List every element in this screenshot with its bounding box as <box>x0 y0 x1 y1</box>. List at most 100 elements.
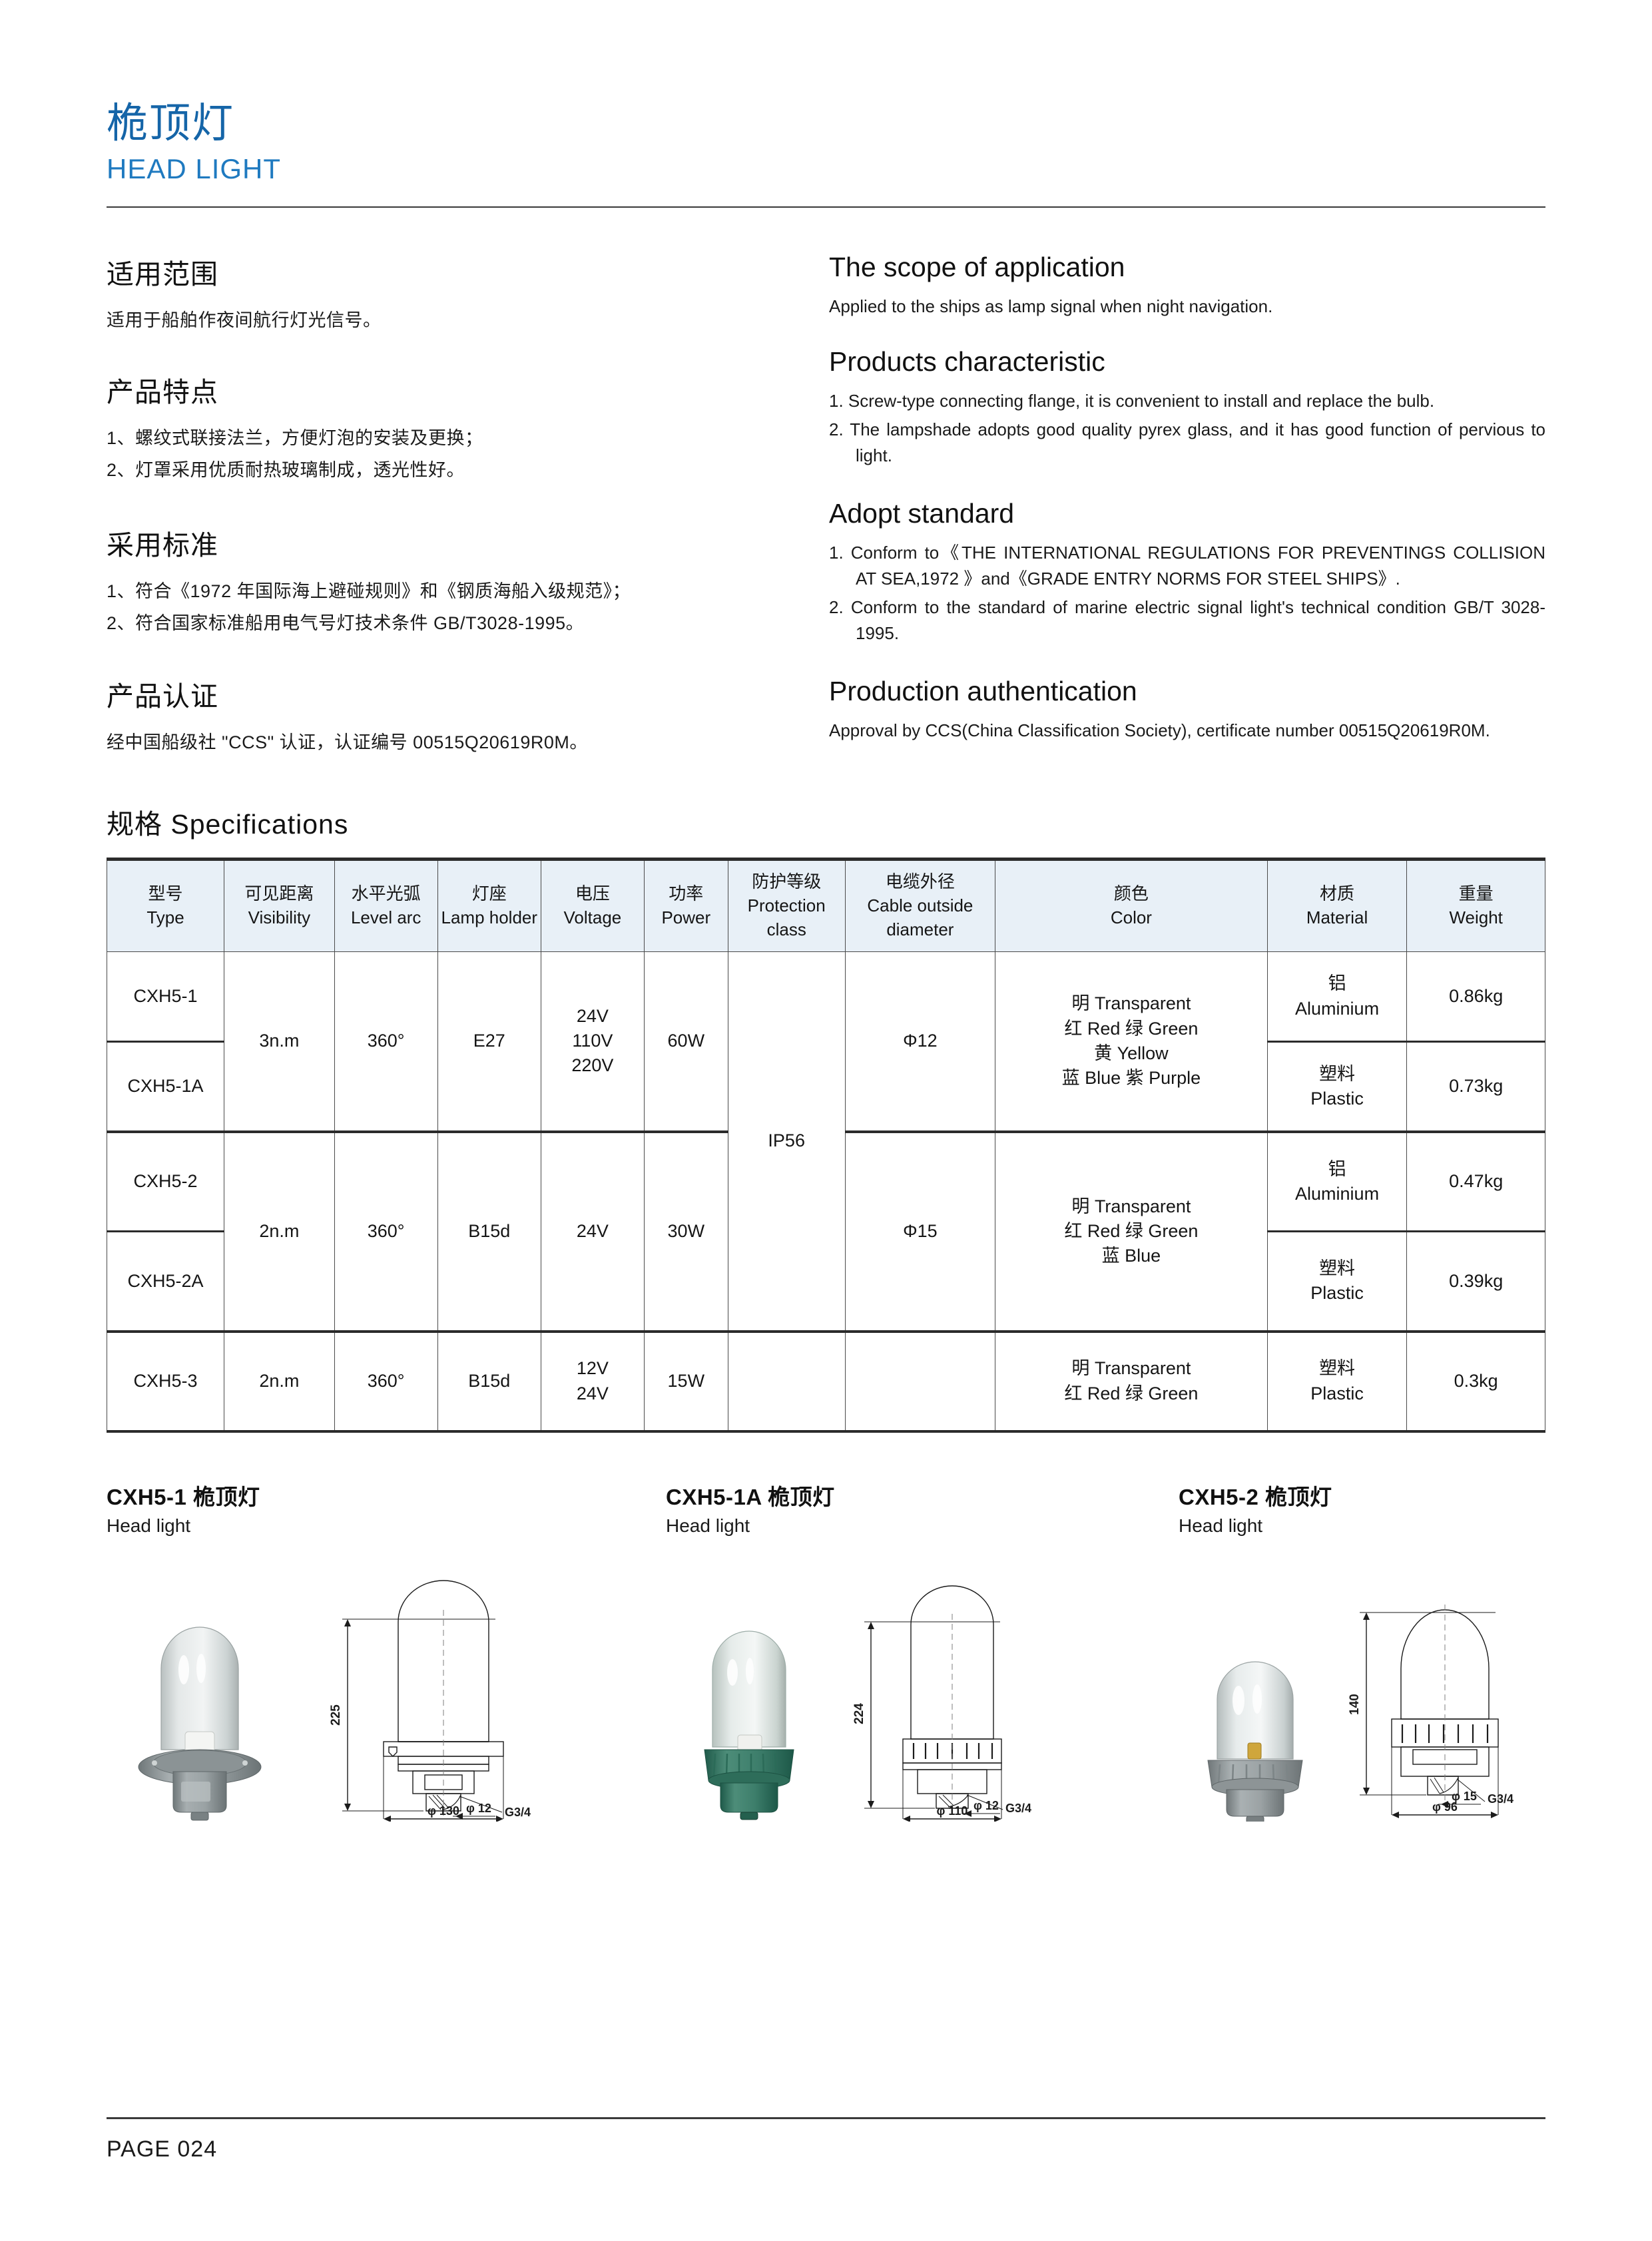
list-item: 2、灯罩采用优质耐热玻璃制成，透光性好。 <box>107 460 465 481</box>
col-header-cable-diameter: 电缆外径 Cable outside diameter <box>844 858 996 953</box>
heading-characteristic-en: Products characteristic <box>829 346 1105 377</box>
english-column: The scope of application Applied to the … <box>829 252 1545 758</box>
chinese-column: 适用范围 适用于船舶作夜间航行灯光信号。 产品特点 1、螺纹式联接法兰，方便灯泡… <box>107 252 829 758</box>
col-header-cn: 电压 <box>575 883 610 904</box>
product-gallery: CXH5-1 桅顶灯 Head light <box>107 1479 1545 1822</box>
dimension-height: 225 <box>329 1704 343 1725</box>
product-drawing-cxh5-2: 140 φ 15 G3/4 φ 96 <box>1337 1575 1537 1822</box>
col-header-en: Protection class <box>747 895 826 940</box>
col-header-voltage: 电压 Voltage <box>540 858 645 953</box>
col-header-visibility: 可见距离 Visibility <box>224 858 335 953</box>
list-item: 2. The lampshade adopts good quality pyr… <box>829 419 1545 466</box>
col-header-cn: 型号 <box>148 883 183 904</box>
product-cxh5-1: CXH5-1 桅顶灯 Head light <box>107 1479 613 1822</box>
dimension-thread: G3/4 <box>1005 1802 1031 1815</box>
cell-protection-class: IP56 <box>727 951 846 1332</box>
col-header-en: Visibility <box>248 907 311 928</box>
col-header-cn: 颜色 <box>1113 883 1149 904</box>
cell-level-arc: 360° <box>334 1330 438 1433</box>
col-header-cn: 可见距离 <box>244 883 314 904</box>
product-photo-cxh5-1a <box>666 1609 832 1822</box>
text-scope-en: Applied to the ships as lamp signal when… <box>829 296 1273 316</box>
page-number: PAGE 024 <box>107 2136 218 2162</box>
product-body: 225 φ 12 G3/4 φ 130 <box>107 1555 613 1822</box>
dimension-thread: G3/4 <box>505 1806 531 1819</box>
table-row: CXH5-2A 塑料 Plastic 0.39kg <box>106 1230 1545 1332</box>
list-characteristic-en: 1. Screw-type connecting flange, it is c… <box>829 388 1545 469</box>
dimension-height: 224 <box>852 1702 866 1724</box>
cell-type: CXH5-1A <box>106 1041 225 1132</box>
list-characteristic-cn: 1、螺纹式联接法兰，方便灯泡的安装及更换； 2、灯罩采用优质耐热玻璃制成，透光性… <box>107 424 802 485</box>
product-body: 224 φ 12 G3/4 φ 110 <box>613 1555 1072 1822</box>
cell-lamp-holder: B15d <box>437 1130 541 1332</box>
cell-type: CXH5-2A <box>106 1230 225 1332</box>
dimension-base: φ 130 <box>427 1804 459 1818</box>
col-header-en: Type <box>146 907 184 928</box>
col-header-en: Power <box>661 907 711 928</box>
cell-color: 明 Transparent 红 Red 绿 Green 蓝 Blue <box>995 1130 1268 1332</box>
cell-power: 60W <box>643 951 728 1132</box>
col-header-power: 功率 Power <box>643 858 728 953</box>
list-standard-en: 1. Conform to《THE INTERNATIONAL REGULATI… <box>829 540 1545 646</box>
dimension-height: 140 <box>1348 1694 1362 1715</box>
spacer <box>829 471 1545 498</box>
specifications-heading: 规格 Specifications <box>107 809 349 840</box>
col-header-en: Level arc <box>350 907 421 928</box>
list-item: 2、符合国家标准船用电气号灯技术条件 GB/T3028-1995。 <box>107 613 585 633</box>
cell-material: 铝 Aluminium <box>1266 1130 1408 1232</box>
col-header-en: Voltage <box>563 907 622 928</box>
text-authentication-en: Approval by CCS(China Classification Soc… <box>829 720 1490 741</box>
col-header-cn: 材质 <box>1320 883 1355 904</box>
heading-scope-cn: 适用范围 <box>107 258 218 290</box>
cell-type: CXH5-1 <box>106 951 225 1043</box>
page-title-cn: 桅顶灯 <box>107 101 235 146</box>
dimension-base: φ 110 <box>937 1804 968 1818</box>
product-name: CXH5-2 桅顶灯 <box>1179 1484 1332 1509</box>
product-photo-cxh5-2 <box>1179 1628 1332 1822</box>
product-name: CXH5-1 桅顶灯 <box>107 1484 260 1509</box>
cell-weight: 0.73kg <box>1406 1041 1545 1132</box>
cell-weight: 0.3kg <box>1406 1330 1545 1433</box>
col-header-en: Color <box>1110 907 1152 928</box>
dimension-thread: G3/4 <box>1488 1792 1514 1806</box>
product-cxh5-1a: CXH5-1A 桅顶灯 Head light <box>613 1479 1072 1822</box>
dimension-cable: φ 12 <box>973 1799 999 1812</box>
cell-voltage: 12V 24V <box>540 1330 645 1433</box>
product-cxh5-2: CXH5-2 桅顶灯 Head light <box>1072 1479 1545 1822</box>
cell-color: 明 Transparent 红 Red 绿 Green 黄 Yellow 蓝 Blue… <box>995 951 1268 1132</box>
table-row: CXH5-2 2n.m 360° B15d 24V 30W Φ15 明 Tran… <box>106 1130 1545 1332</box>
product-heading: CXH5-1 桅顶灯 Head light <box>107 1479 613 1537</box>
dimension-cable: φ 15 <box>1452 1790 1477 1803</box>
product-drawing-cxh5-1: 225 φ 12 G3/4 φ 130 <box>298 1575 578 1822</box>
spacer <box>107 640 802 674</box>
dimension-cable: φ 12 <box>466 1802 491 1815</box>
col-header-en: Cable outside diameter <box>867 895 973 940</box>
cell-cable-diameter: Φ12 <box>844 951 996 1132</box>
heading-characteristic-cn: 产品特点 <box>107 377 218 408</box>
list-item: 1、符合《1972 年国际海上避碰规则》和《钢质海船入级规范》； <box>107 581 631 601</box>
col-header-material: 材质 Material <box>1266 858 1408 953</box>
cell-power: 15W <box>643 1330 728 1433</box>
cell-material: 塑料 Plastic <box>1266 1230 1408 1332</box>
cell-type: CXH5-3 <box>106 1330 225 1433</box>
header-divider <box>107 206 1545 208</box>
cell-visibility: 2n.m <box>224 1330 335 1433</box>
col-header-cn: 灯座 <box>471 883 507 904</box>
text-scope-cn: 适用于船舶作夜间航行灯光信号。 <box>107 310 382 330</box>
cell-material: 塑料 Plastic <box>1266 1330 1408 1433</box>
product-heading: CXH5-1A 桅顶灯 Head light <box>613 1479 1072 1537</box>
list-item: 2. Conform to the standard of marine ele… <box>829 597 1545 644</box>
cell-cable-diameter: Φ15 <box>844 1130 996 1332</box>
heading-authentication-en: Production authentication <box>829 676 1137 707</box>
table-row: CXH5-3 2n.m 360° B15d 12V 24V 15W 明 Trans… <box>106 1330 1545 1433</box>
cell-level-arc: 360° <box>334 951 438 1132</box>
page-footer: PAGE 024 <box>107 2117 1545 2162</box>
heading-standard-cn: 采用标准 <box>107 529 218 561</box>
heading-authentication-cn: 产品认证 <box>107 681 218 712</box>
table-row: CXH5-1A 塑料 Plastic 0.73kg <box>106 1041 1545 1132</box>
cell-voltage: 24V 110V 220V <box>540 951 645 1132</box>
product-name: CXH5-1A 桅顶灯 <box>666 1484 835 1509</box>
cell-material: 铝 Aluminium <box>1266 951 1408 1043</box>
cell-voltage: 24V <box>540 1130 645 1332</box>
